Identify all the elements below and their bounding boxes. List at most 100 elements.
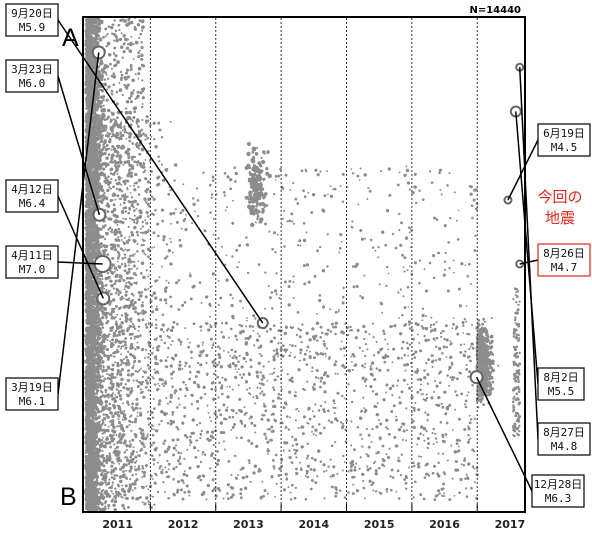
background-dot <box>102 98 105 102</box>
background-dot <box>115 384 118 387</box>
background-dot <box>116 256 120 260</box>
background-dot <box>137 290 142 295</box>
background-dot <box>172 370 175 374</box>
background-dot <box>141 501 144 504</box>
background-dot <box>160 135 164 139</box>
background-dot <box>138 368 141 372</box>
background-dot <box>226 395 230 399</box>
background-dot <box>94 90 98 95</box>
background-dot <box>153 137 156 141</box>
background-dot <box>90 467 95 472</box>
background-dot <box>122 217 125 220</box>
background-dot <box>100 274 104 278</box>
background-dot <box>163 450 168 454</box>
background-dot <box>95 500 100 505</box>
background-dot <box>103 287 106 290</box>
background-dot <box>100 108 105 113</box>
background-dot <box>270 425 274 429</box>
background-dot <box>116 172 119 175</box>
background-dot <box>234 334 238 338</box>
background-dot <box>127 155 131 160</box>
background-dot <box>96 272 100 276</box>
background-dot <box>105 483 108 486</box>
background-dot <box>91 477 95 480</box>
background-dot <box>464 403 467 406</box>
background-dot <box>355 488 360 493</box>
background-dot <box>282 488 287 492</box>
background-dot <box>141 231 145 235</box>
background-dot <box>183 406 186 410</box>
background-dot <box>157 344 161 348</box>
background-dot <box>110 178 113 181</box>
background-dot <box>138 209 143 213</box>
background-dot <box>122 249 125 252</box>
background-dot <box>114 54 118 58</box>
background-dot <box>133 327 137 330</box>
background-dot <box>95 407 100 412</box>
background-dot <box>101 449 104 453</box>
background-dot <box>90 352 94 356</box>
background-dot <box>441 405 445 409</box>
background-dot <box>117 330 122 334</box>
background-dot <box>230 429 233 432</box>
background-dot <box>141 89 145 93</box>
background-dot <box>113 58 117 62</box>
background-dot <box>113 474 116 477</box>
background-dot <box>183 457 186 461</box>
background-dot <box>115 90 119 94</box>
background-dot <box>385 490 388 493</box>
background-dot <box>98 30 101 33</box>
background-dot <box>392 404 396 408</box>
background-dot <box>89 341 94 347</box>
background-dot <box>397 456 400 459</box>
background-dot <box>133 108 136 111</box>
background-dot <box>85 107 89 110</box>
background-dot <box>110 135 113 138</box>
background-dot <box>98 88 102 92</box>
background-dot <box>84 29 90 34</box>
background-dot <box>150 195 154 199</box>
background-dot <box>104 176 108 180</box>
background-dot <box>120 427 124 431</box>
background-dot <box>178 244 183 248</box>
background-dot <box>120 362 123 365</box>
background-dot <box>140 388 143 391</box>
background-dot <box>126 188 129 191</box>
background-dot <box>89 375 93 379</box>
background-dot <box>181 421 185 425</box>
background-dot <box>134 468 138 472</box>
background-dot <box>87 97 91 102</box>
background-dot <box>105 493 109 497</box>
background-dot <box>146 416 150 421</box>
background-dot <box>113 400 116 404</box>
background-dot <box>90 313 94 317</box>
background-dot <box>231 361 235 366</box>
background-dot <box>140 53 144 58</box>
background-dot <box>104 391 107 394</box>
background-dot <box>333 363 337 367</box>
background-dot <box>151 424 155 427</box>
background-dot <box>92 237 95 240</box>
background-dot <box>100 401 104 405</box>
background-dot <box>140 63 145 67</box>
background-dot <box>95 481 99 486</box>
background-dot <box>108 406 112 410</box>
background-dot <box>165 243 169 246</box>
background-dot <box>97 351 101 354</box>
background-dot <box>93 487 97 491</box>
background-dot <box>90 357 96 363</box>
background-dot <box>120 321 124 325</box>
background-dot <box>136 411 139 414</box>
background-dot <box>117 450 121 454</box>
background-dot <box>91 132 95 136</box>
background-dot <box>102 456 105 459</box>
background-dot <box>92 331 96 335</box>
background-dot <box>109 485 113 490</box>
background-dot <box>117 333 121 336</box>
background-dot <box>122 489 127 494</box>
background-dot <box>152 458 156 462</box>
background-dot <box>136 335 140 339</box>
background-dot <box>136 164 139 167</box>
background-dot <box>145 485 148 488</box>
background-dot <box>85 432 89 436</box>
